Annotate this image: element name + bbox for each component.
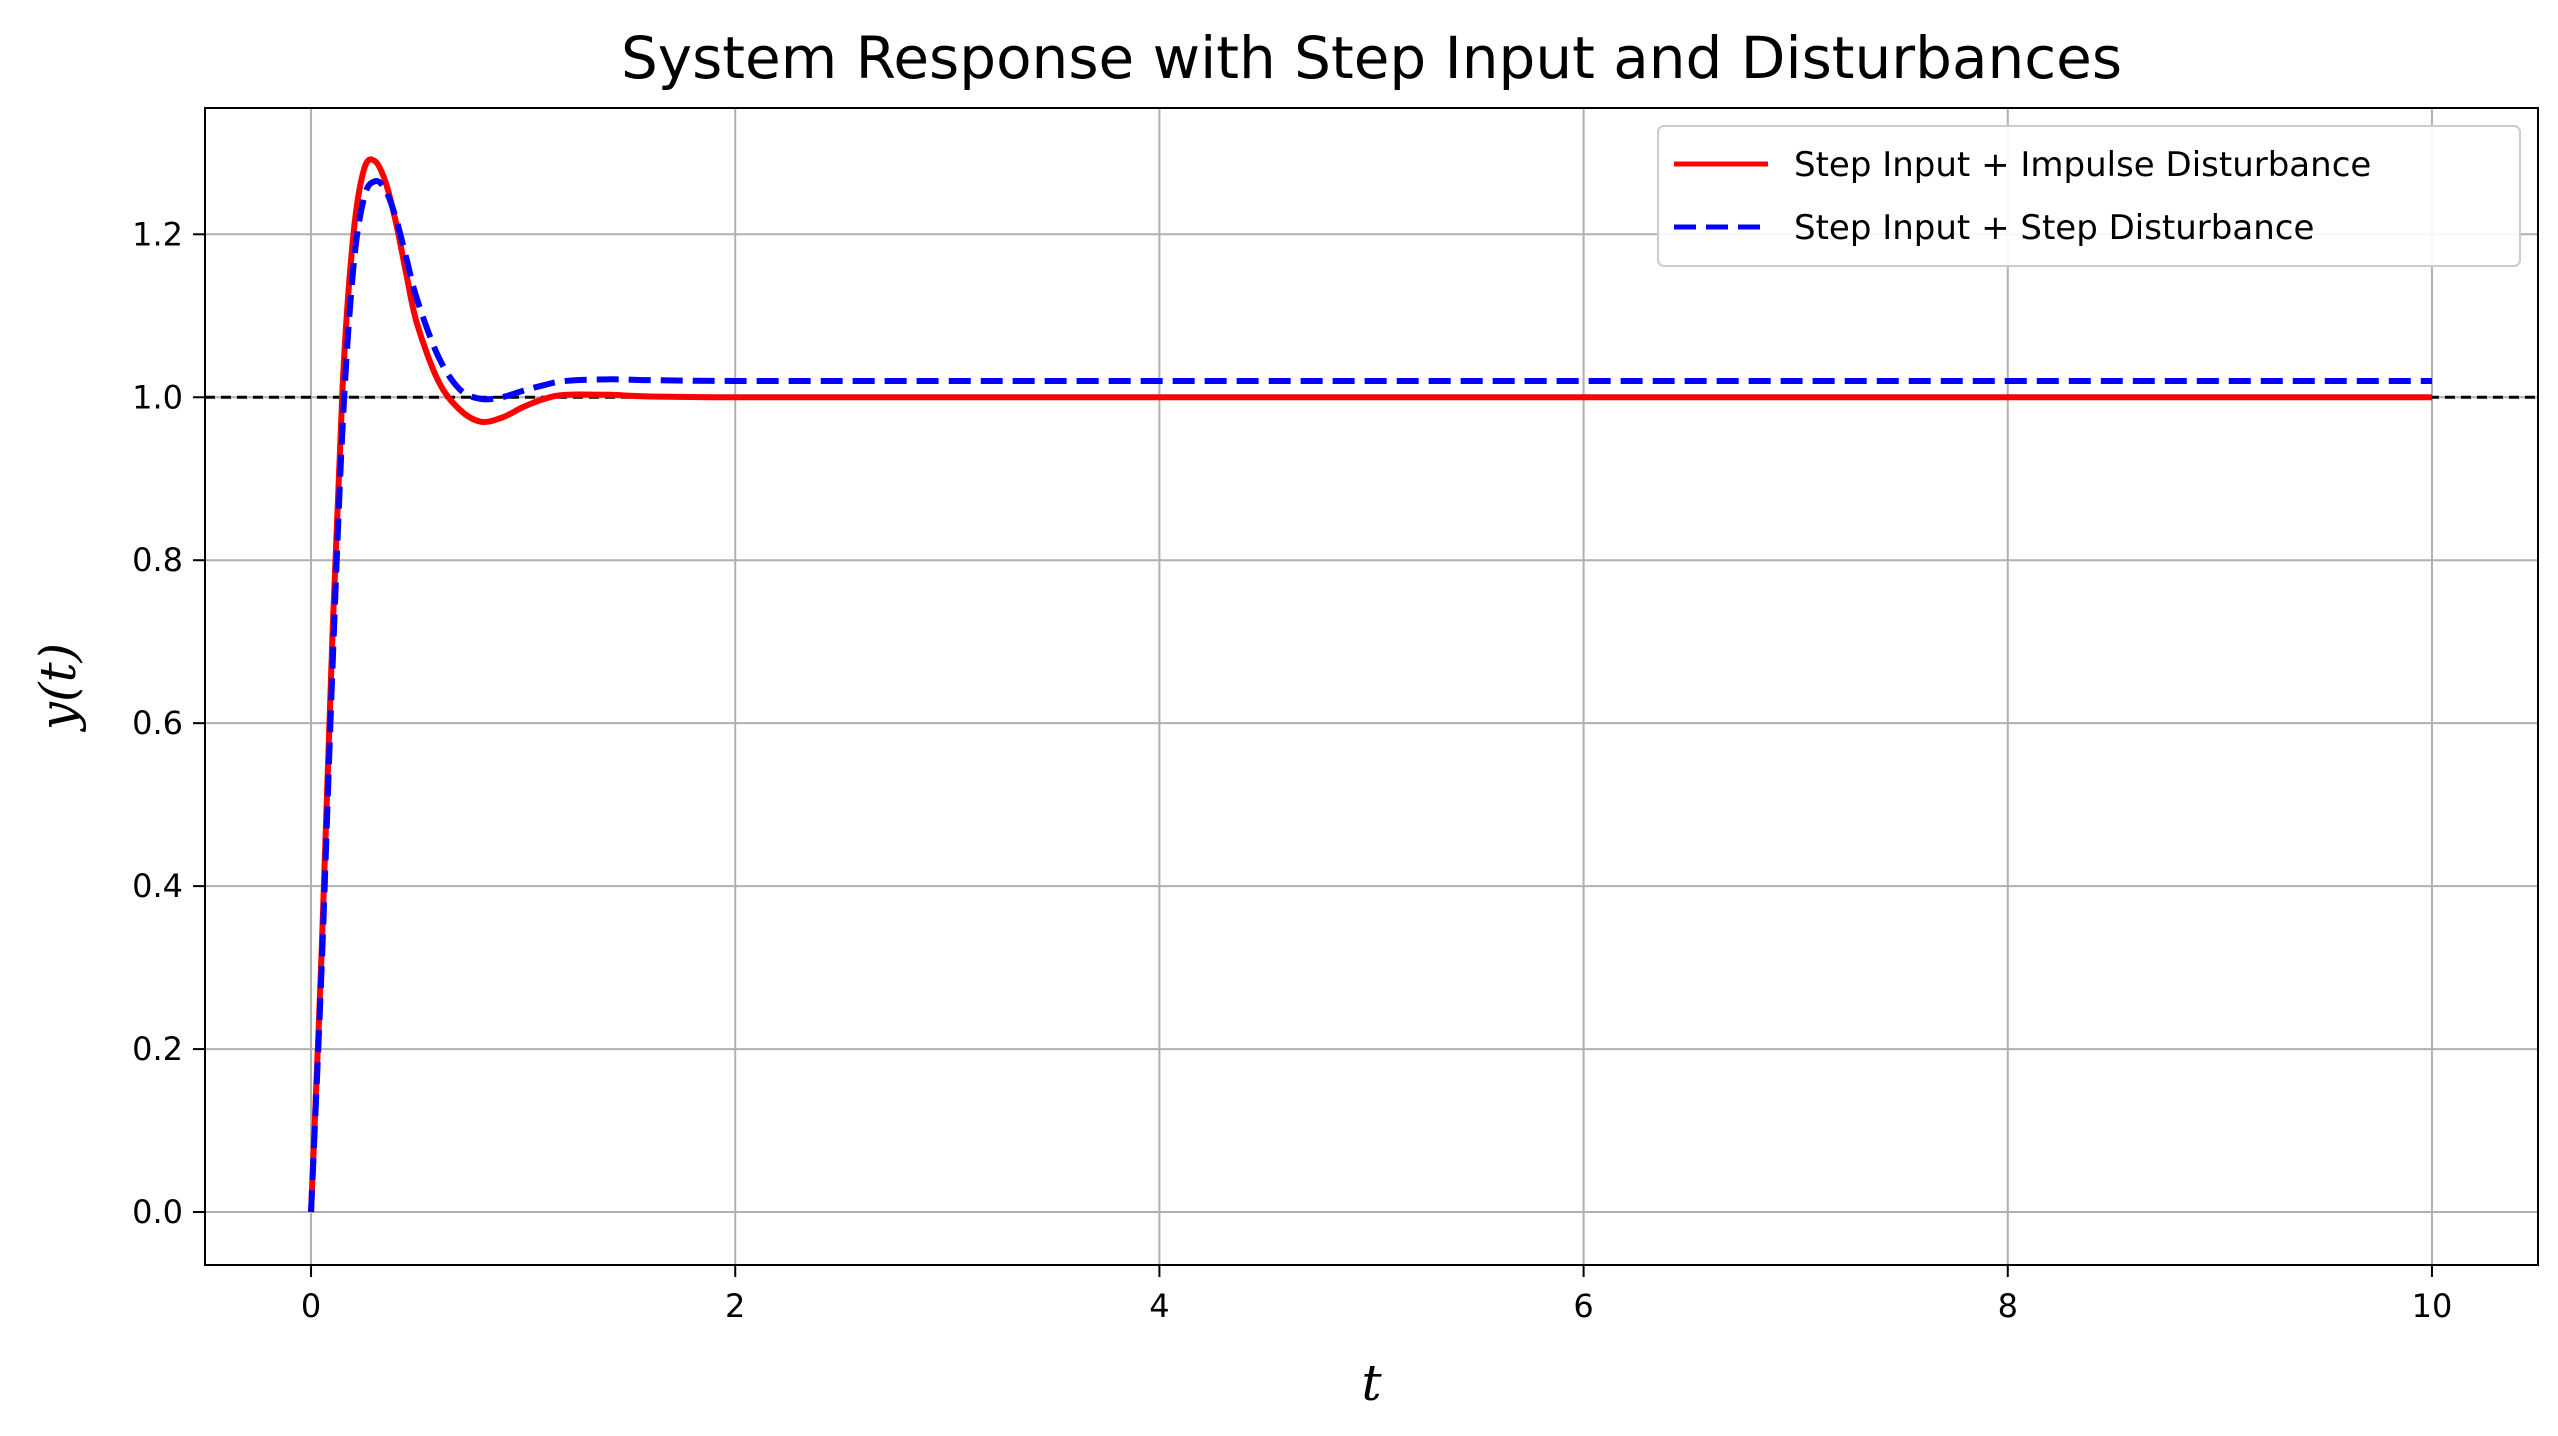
x-tick-label-3: 6 (1573, 1287, 1593, 1325)
y-axis-label: y(t) (29, 643, 87, 732)
plot-frame (204, 107, 2539, 1266)
x-tick-label-4: 8 (1998, 1287, 2018, 1325)
y-axis-ticks: 0.0 0.2 0.4 0.6 0.8 1.0 1.2 (132, 215, 205, 1231)
y-tick-label-1: 0.2 (132, 1030, 183, 1068)
x-tick-label-2: 4 (1149, 1287, 1169, 1325)
series-line-0 (308, 156, 2432, 1213)
legend-label-impulse: Step Input + Impulse Disturbance (1794, 145, 2371, 185)
x-axis-label: t (1361, 1354, 1382, 1412)
chart-title: System Response with Step Input and Dist… (621, 24, 2122, 92)
x-tick-label-0: 0 (301, 1287, 321, 1325)
x-tick-label-5: 10 (2412, 1287, 2453, 1325)
y-tick-label-4: 0.8 (132, 541, 183, 579)
series-group (308, 156, 2432, 1213)
y-tick-label-0: 0.0 (132, 1193, 183, 1231)
legend: Step Input + Impulse Disturbance Step In… (1657, 125, 2521, 267)
y-tick-label-2: 0.4 (132, 867, 183, 905)
legend-label-step: Step Input + Step Disturbance (1794, 208, 2314, 248)
grid (205, 108, 2538, 1265)
y-tick-label-6: 1.2 (132, 215, 183, 253)
legend-box (1657, 125, 2521, 267)
x-axis-ticks: 0 2 4 6 8 10 (301, 1265, 2452, 1325)
x-tick-label-1: 2 (725, 1287, 745, 1325)
y-tick-label-3: 0.6 (132, 704, 183, 742)
series-line-1 (308, 178, 2432, 1213)
y-tick-label-5: 1.0 (132, 378, 183, 416)
